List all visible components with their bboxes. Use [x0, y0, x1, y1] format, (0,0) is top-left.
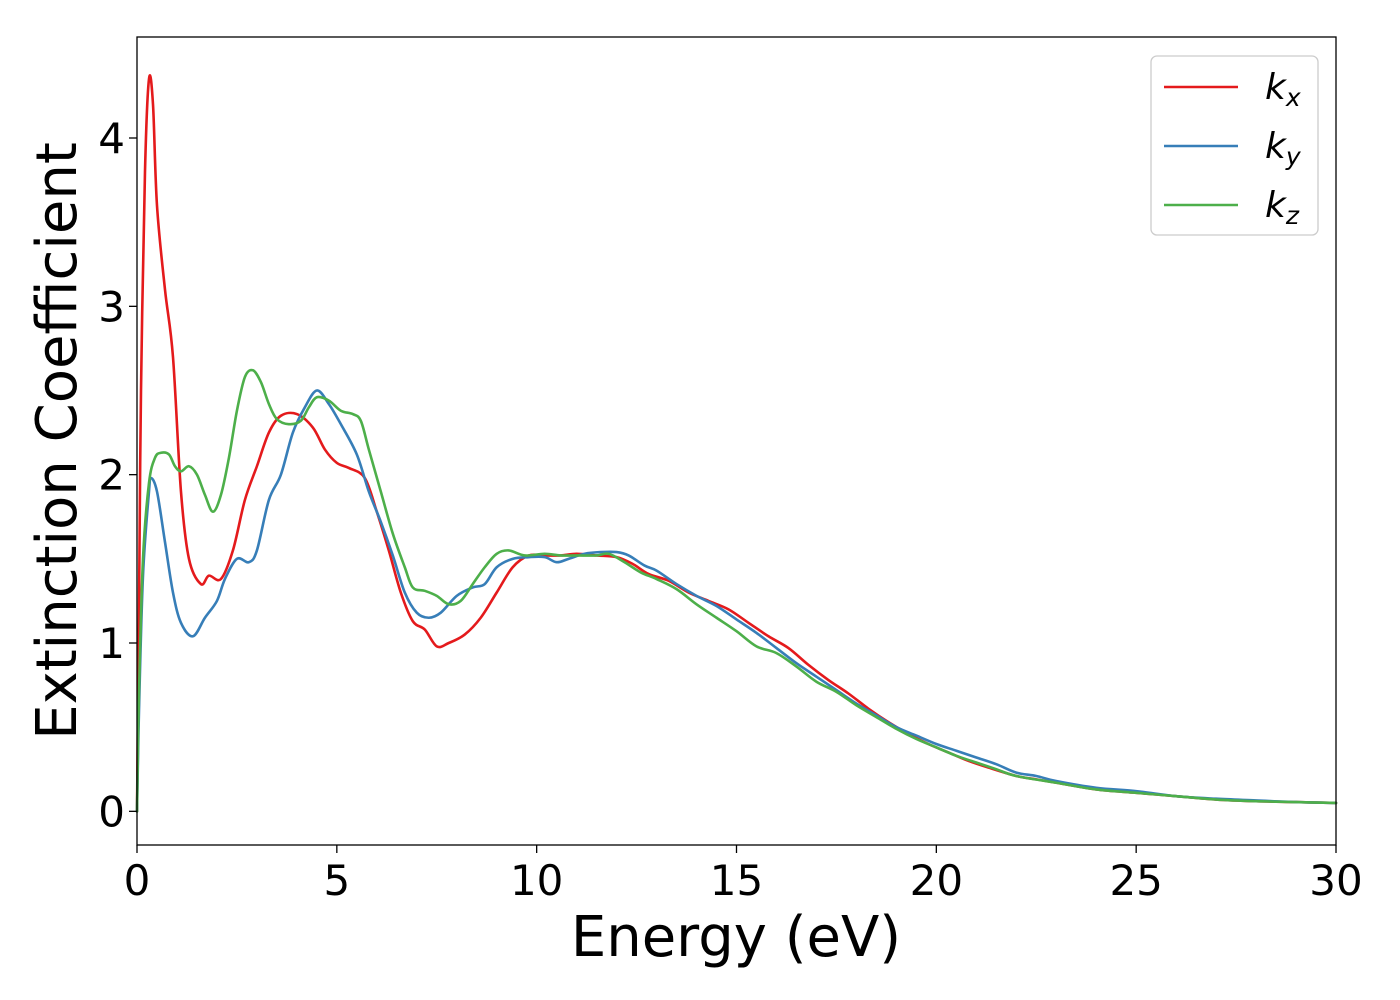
y-axis-label: Extinction Coefficient [25, 142, 90, 740]
x-tick-label: 15 [710, 856, 763, 905]
legend: kx ky kz [1150, 55, 1319, 236]
x-tick-label: 5 [323, 856, 350, 905]
legend-label-x: kx [1265, 67, 1301, 112]
series-layer [135, 74, 1338, 813]
y-tick-label: 4 [98, 114, 125, 163]
y-tick-label: 0 [98, 787, 125, 836]
series-line-y [135, 389, 1338, 813]
y-tick-label: 3 [98, 282, 125, 331]
y-tick-label: 1 [98, 619, 125, 668]
y-axis-ticks: 0 1 2 3 4 [98, 114, 137, 836]
x-tick-label: 25 [1109, 856, 1162, 905]
x-tick-label: 20 [910, 856, 963, 905]
x-tick-label: 30 [1309, 856, 1362, 905]
legend-label-y: ky [1265, 126, 1302, 171]
x-axis-label: Energy (eV) [571, 905, 901, 970]
y-tick-label: 2 [98, 451, 125, 500]
legend-label-z: kz [1265, 185, 1300, 230]
x-tick-label: 0 [124, 856, 151, 905]
x-axis-ticks: 0 5 10 15 20 25 30 [124, 845, 1363, 905]
series-line-z [135, 368, 1338, 813]
x-tick-label: 10 [510, 856, 563, 905]
